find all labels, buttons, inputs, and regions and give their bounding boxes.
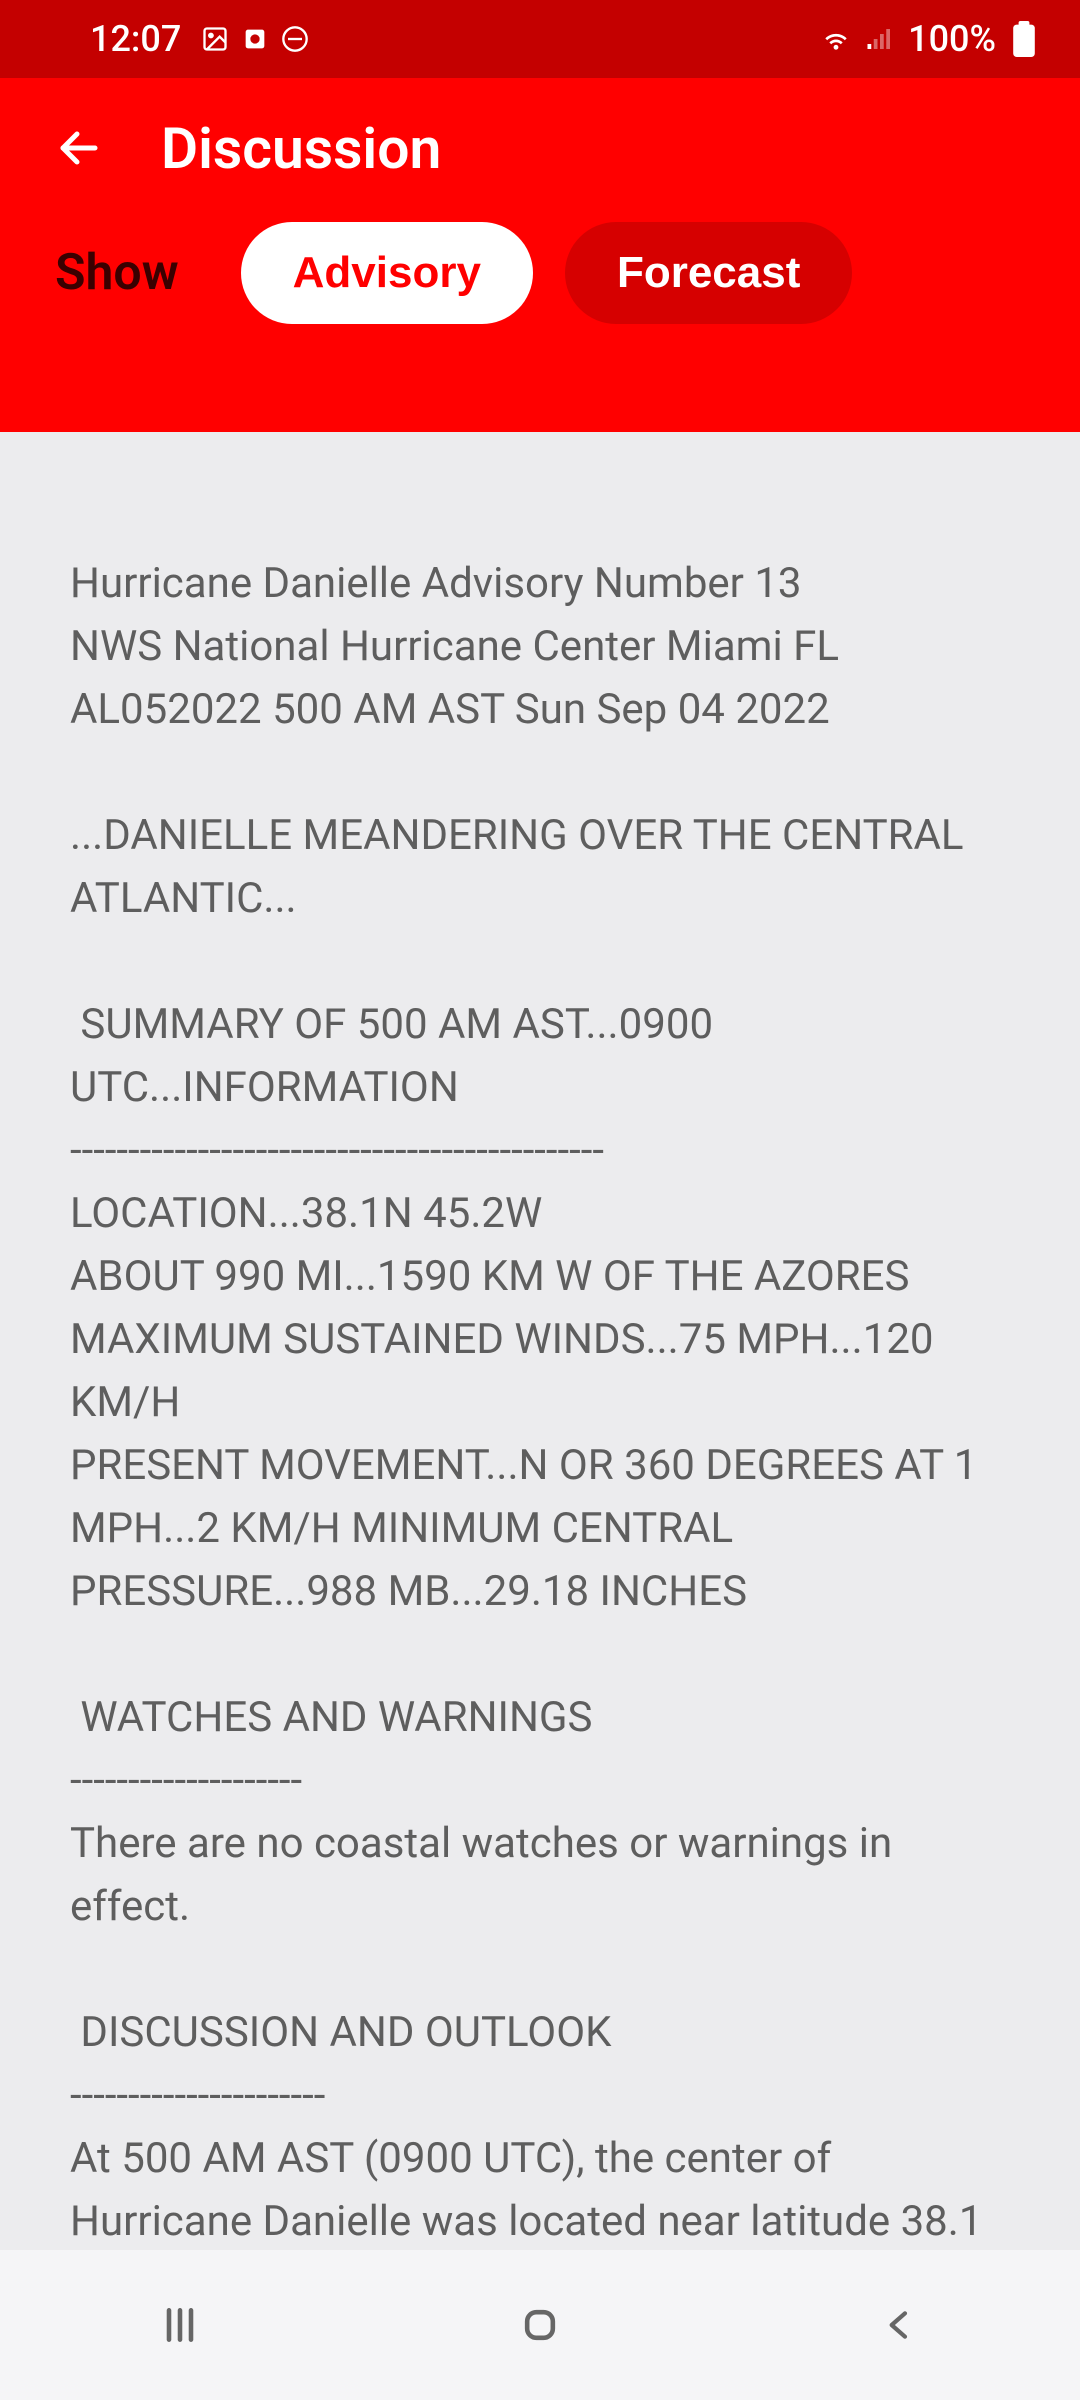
card-icon (239, 23, 271, 55)
battery-text: 100% (908, 18, 996, 60)
back-nav-button[interactable] (840, 2295, 960, 2355)
status-notif-icons (199, 23, 311, 55)
status-time: 12:07 (90, 18, 181, 60)
dnd-icon (279, 23, 311, 55)
advisory-content: Hurricane Danielle Advisory Number 13 NW… (0, 432, 1080, 2316)
signal-icon (864, 23, 896, 55)
status-left: 12:07 (90, 18, 311, 60)
wifi-icon (820, 23, 852, 55)
status-bar: 12:07 100% (0, 0, 1080, 78)
image-icon (199, 23, 231, 55)
page-title: Discussion (161, 115, 441, 182)
header-top: Discussion (0, 78, 1080, 218)
tab-row: Show Advisory Forecast (0, 218, 1080, 328)
tab-advisory[interactable]: Advisory (241, 222, 533, 324)
back-button[interactable] (55, 124, 103, 172)
recents-button[interactable] (120, 2295, 240, 2355)
show-label: Show (55, 244, 179, 302)
nav-bar (0, 2250, 1080, 2400)
tab-forecast[interactable]: Forecast (565, 222, 852, 324)
home-button[interactable] (480, 2295, 600, 2355)
header: Discussion Show Advisory Forecast (0, 78, 1080, 432)
battery-icon (1008, 23, 1040, 55)
status-right: 100% (820, 18, 1040, 60)
